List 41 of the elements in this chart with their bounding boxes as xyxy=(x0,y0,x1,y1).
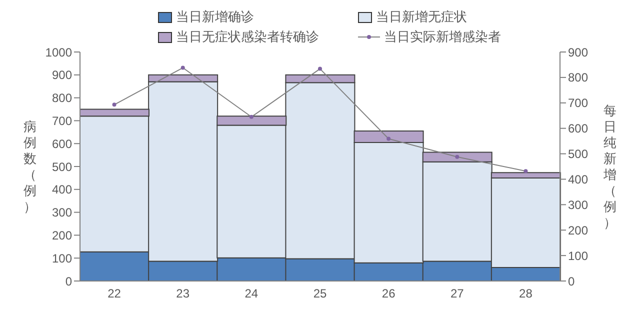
y-axis-title: 病例数（例） xyxy=(24,119,36,214)
y-tick-label: 500 xyxy=(52,160,72,174)
y2-axis-title: 每日纯新增（例） xyxy=(602,103,616,230)
legend-label: 当日无症状感染者转确诊 xyxy=(176,28,319,46)
point xyxy=(249,114,254,119)
y2-tick-label: 700 xyxy=(568,96,588,110)
y-tick-label: 200 xyxy=(52,228,72,242)
y2-tick-label: 900 xyxy=(568,45,588,60)
point xyxy=(318,66,322,71)
x-tick-label: 25 xyxy=(313,286,327,301)
y-tick-label: 400 xyxy=(52,182,72,197)
y-tick-label: 600 xyxy=(52,136,72,151)
legend-label: 当日新增确诊 xyxy=(176,8,254,26)
y-tick-label: 0 xyxy=(65,274,72,288)
x-tick-label: 27 xyxy=(450,286,464,301)
y-tick-label: 700 xyxy=(52,114,72,128)
legend-label: 当日实际新增感染者 xyxy=(384,28,501,46)
y-tick-label: 100 xyxy=(52,251,72,266)
legend-label: 当日新增无症状 xyxy=(376,8,467,26)
point xyxy=(455,154,460,159)
y-tick-label: 300 xyxy=(52,206,72,220)
y-tick-label: 800 xyxy=(52,91,72,106)
y2-tick-label: 200 xyxy=(568,223,588,238)
x-tick-label: 26 xyxy=(382,286,396,301)
point xyxy=(386,136,391,141)
y2-tick-label: 400 xyxy=(568,172,588,186)
y2-tick-label: 600 xyxy=(568,122,588,136)
x-tick-label: 28 xyxy=(519,286,533,301)
point xyxy=(524,169,528,174)
point xyxy=(112,102,116,107)
y2-tick-label: 500 xyxy=(568,147,588,162)
y-tick-label: 900 xyxy=(52,68,72,82)
y2-tick-label: 300 xyxy=(568,198,588,212)
x-tick-label: 22 xyxy=(108,286,122,301)
x-tick-label: 23 xyxy=(176,286,190,301)
y2-tick-label: 800 xyxy=(568,70,588,85)
point xyxy=(180,66,185,70)
y2-tick-label: 100 xyxy=(568,248,588,263)
x-tick-label: 24 xyxy=(244,286,258,301)
y2-tick-label: 0 xyxy=(568,274,575,288)
y-tick-label: 1000 xyxy=(45,45,72,60)
